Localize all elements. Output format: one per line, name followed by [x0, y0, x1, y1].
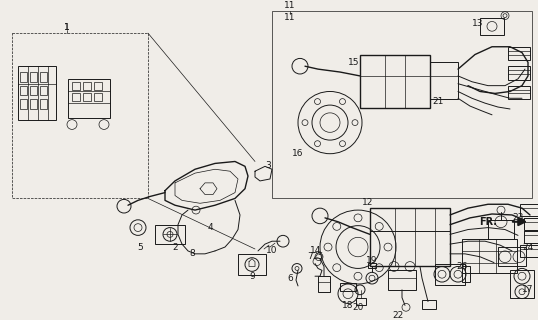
Bar	[520, 245, 538, 257]
Bar	[524, 231, 538, 243]
Text: 24: 24	[522, 243, 534, 252]
Bar	[430, 62, 458, 99]
Bar	[462, 267, 470, 282]
Bar	[20, 72, 27, 82]
Bar	[94, 82, 102, 90]
Bar	[524, 218, 538, 229]
Bar	[388, 270, 416, 290]
Text: 19: 19	[366, 256, 378, 265]
Text: 26: 26	[456, 262, 468, 271]
Text: 2: 2	[172, 243, 178, 252]
Text: 3: 3	[265, 161, 271, 170]
Bar	[20, 86, 27, 95]
Text: 9: 9	[249, 272, 255, 281]
Bar	[356, 298, 366, 305]
Text: 6: 6	[287, 274, 293, 283]
Text: 14: 14	[310, 246, 322, 255]
Bar	[72, 93, 80, 101]
Bar	[435, 264, 465, 285]
Text: 23: 23	[512, 213, 523, 222]
Bar	[40, 86, 47, 95]
Bar	[510, 270, 534, 298]
Bar	[360, 54, 430, 108]
Text: 20: 20	[352, 303, 364, 312]
Bar	[272, 11, 532, 198]
Bar	[18, 66, 56, 120]
Text: 10: 10	[266, 246, 278, 255]
Bar	[238, 254, 266, 275]
Bar	[83, 93, 91, 101]
Bar	[20, 99, 27, 109]
Bar	[422, 300, 436, 309]
Text: 13: 13	[472, 19, 484, 28]
Text: 8: 8	[189, 249, 195, 258]
Bar	[155, 225, 185, 244]
Text: 1: 1	[64, 23, 70, 32]
Text: 16: 16	[292, 149, 304, 158]
Bar	[370, 208, 450, 267]
Bar	[30, 72, 37, 82]
Bar	[12, 33, 148, 198]
Text: 4: 4	[207, 223, 213, 232]
Text: 7: 7	[307, 252, 313, 261]
Bar	[94, 93, 102, 101]
Bar	[40, 99, 47, 109]
Bar	[83, 82, 91, 90]
Text: 25: 25	[313, 252, 324, 261]
Bar	[318, 276, 330, 292]
Bar	[72, 82, 80, 90]
Bar	[498, 247, 526, 267]
Bar	[40, 72, 47, 82]
Bar	[340, 283, 356, 291]
Bar	[508, 47, 530, 60]
Text: 5: 5	[137, 243, 143, 252]
Text: 15: 15	[348, 58, 360, 67]
Text: FR.: FR.	[479, 217, 497, 227]
Bar	[488, 220, 514, 239]
Text: 11: 11	[284, 1, 296, 10]
Bar	[30, 99, 37, 109]
Bar	[480, 18, 504, 35]
Bar	[462, 239, 517, 273]
Text: 18: 18	[342, 301, 354, 310]
Bar	[30, 86, 37, 95]
Bar	[520, 204, 538, 216]
Text: 22: 22	[392, 311, 404, 320]
Bar	[508, 66, 530, 80]
Text: 21: 21	[433, 97, 444, 106]
Bar	[68, 79, 110, 118]
Bar	[368, 263, 376, 268]
Text: 1: 1	[64, 23, 70, 32]
Text: 11: 11	[284, 13, 296, 22]
Text: 17: 17	[522, 285, 534, 294]
Text: 12: 12	[362, 198, 374, 207]
Bar	[508, 86, 530, 99]
